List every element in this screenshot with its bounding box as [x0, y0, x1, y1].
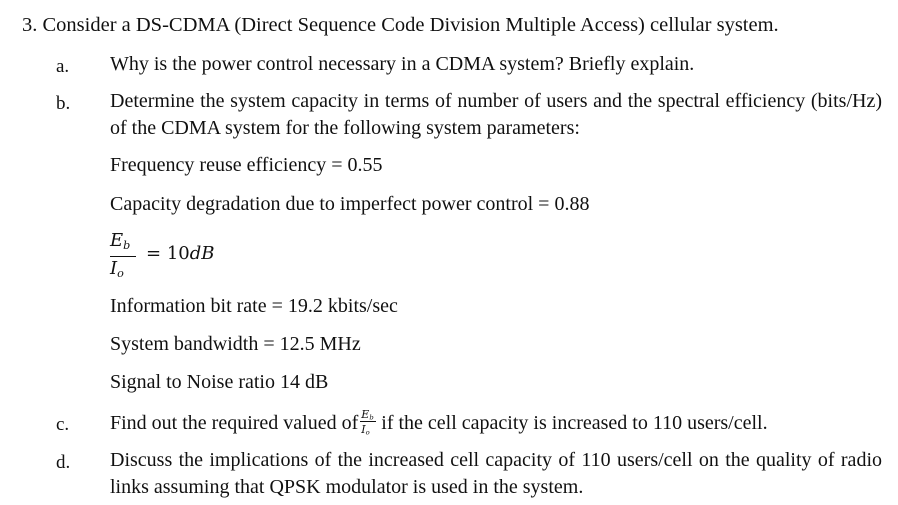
io-denominator: Io: [110, 258, 124, 280]
param-capacity-degradation: Capacity degradation due to imperfect po…: [110, 193, 590, 215]
param-bandwidth: System bandwidth = 12.5 MHz: [110, 333, 361, 355]
question-number: 3.: [22, 14, 38, 36]
part-a-text: Why is the power control necessary in a …: [110, 53, 695, 75]
param-info-bit-rate: Information bit rate = 19.2 kbits/sec: [110, 295, 398, 317]
question-title: 3. Consider a DS-CDMA (Direct Sequence C…: [22, 12, 892, 38]
part-a-marker: a.: [56, 56, 70, 77]
param-frequency-reuse: Frequency reuse efficiency = 0.55: [110, 154, 383, 176]
eb-numerator: Eb: [110, 230, 131, 252]
question-text: Consider a DS-CDMA (Direct Sequence Code…: [42, 14, 779, 36]
eb-io-value: = 10dB: [146, 243, 215, 264]
part-b-marker: b.: [56, 93, 71, 114]
eb-io-inline-fraction: Eb Io: [359, 409, 379, 437]
part-b-text: Determine the system capacity in terms o…: [110, 90, 882, 139]
fraction-bar: [110, 256, 136, 257]
eb-io-equation: Eb Io = 10dB: [110, 230, 250, 282]
part-c-marker: c.: [56, 414, 70, 435]
param-snr: Signal to Noise ratio 14 dB: [110, 371, 329, 393]
part-c-text: Find out the required valued of Eb Io if th…: [110, 408, 768, 437]
part-d-text: Discuss the implications of the increase…: [110, 449, 882, 498]
part-d-marker: d.: [56, 452, 71, 473]
